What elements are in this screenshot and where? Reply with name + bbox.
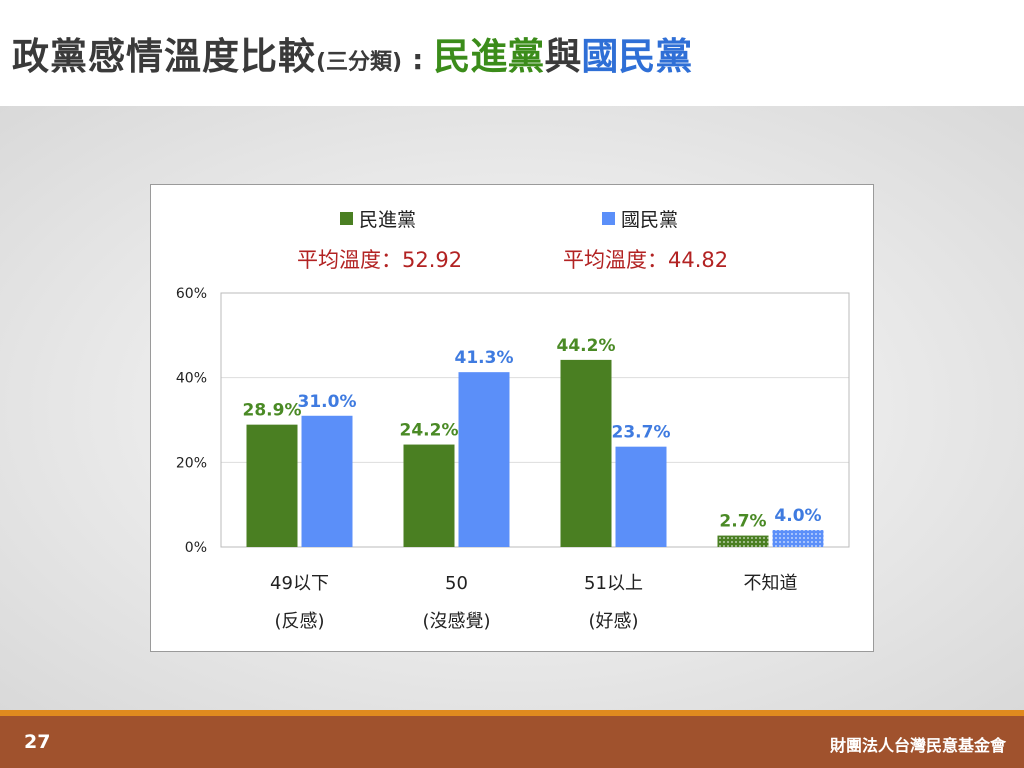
- data-label-dpp: 44.2%: [557, 336, 616, 356]
- data-label-dpp: 28.9%: [243, 401, 302, 421]
- y-tick-label: 40%: [176, 371, 207, 387]
- bar-kmt: [615, 446, 667, 547]
- plot-frame: [220, 292, 850, 548]
- data-label-dpp: 24.2%: [400, 421, 459, 441]
- legend-swatch-dpp: [340, 212, 353, 225]
- bar-kmt: [301, 415, 353, 547]
- bar-dpp: [246, 424, 298, 547]
- footer-bar: 27 財團法人台灣民意基金會: [0, 716, 1024, 768]
- average-temp-dpp: 平均溫度：52.92: [297, 248, 463, 272]
- x-category-label: 51以上: [584, 573, 643, 594]
- title-party-kmt: 國民黨: [581, 35, 693, 78]
- y-tick-label: 60%: [176, 286, 207, 302]
- title-main: 政黨感情溫度比較: [12, 35, 316, 78]
- x-category-label: (好感): [588, 611, 638, 632]
- page-number: 27: [24, 731, 51, 753]
- legend-label-kmt: 國民黨: [621, 209, 679, 231]
- data-label-kmt: 23.7%: [612, 423, 671, 443]
- data-label-kmt: 4.0%: [774, 506, 821, 526]
- bar-kmt: [772, 530, 824, 547]
- data-label-kmt: 31.0%: [298, 392, 357, 412]
- title-bar: 政黨感情溫度比較(三分類): 民進黨與國民黨: [0, 0, 1024, 106]
- x-category-label: 50: [445, 573, 468, 594]
- data-label-dpp: 2.7%: [719, 512, 766, 532]
- legend-label-dpp: 民進黨: [359, 209, 417, 231]
- title-colon: :: [412, 43, 424, 76]
- bar-chart: 0% 20% 40% 60% 28.9%31.0% 49以下 (反感) 24.2% 41.3% 5…: [176, 286, 850, 632]
- title-sub: (三分類): [316, 50, 403, 75]
- bar-dpp: [560, 359, 612, 547]
- bar-dpp: [403, 444, 455, 547]
- slide-title: 政黨感情溫度比較(三分類): 民進黨與國民黨: [12, 26, 692, 80]
- organization-name: 財團法人台灣民意基金會: [829, 736, 1006, 755]
- y-tick-label: 20%: [176, 455, 207, 471]
- x-category-label: (反感): [274, 611, 324, 632]
- y-tick-label: 0%: [185, 540, 207, 556]
- legend-swatch-kmt: [602, 212, 615, 225]
- x-category-label: 49以下: [270, 573, 329, 594]
- bar-dpp: [717, 535, 769, 547]
- bar-kmt: [458, 372, 510, 547]
- footer-accent-line: [0, 710, 1024, 716]
- title-party-dpp: 民進黨: [433, 35, 545, 78]
- chart-panel: 民進黨 國民黨 平均溫度：52.92 平均溫度：44.82 0% 20% 40% 60…: [150, 184, 874, 652]
- title-connector: 與: [544, 35, 582, 78]
- x-category-label: (沒感覺): [422, 611, 490, 632]
- average-temp-kmt: 平均溫度：44.82: [563, 248, 729, 272]
- x-category-label: 不知道: [744, 573, 798, 594]
- data-label-kmt: 41.3%: [455, 348, 514, 368]
